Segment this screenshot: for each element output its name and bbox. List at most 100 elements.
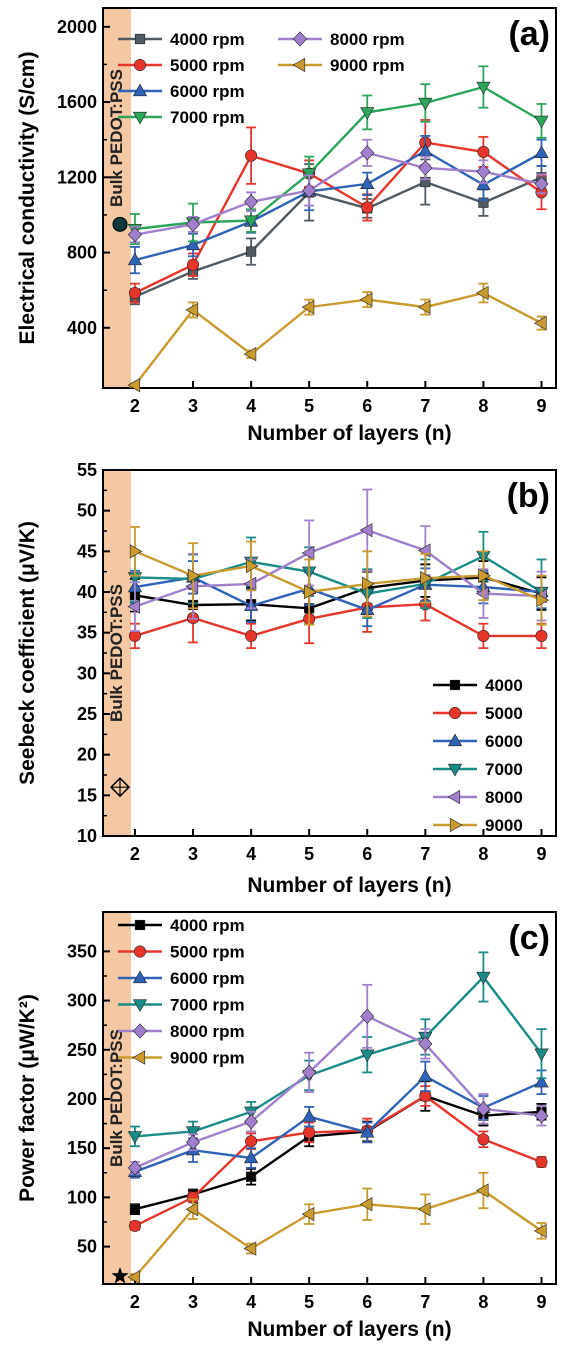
y-tick-label: 300 bbox=[67, 991, 97, 1011]
x-tick-label: 8 bbox=[478, 844, 488, 864]
plot-frame bbox=[102, 7, 557, 389]
x-tick-label: 3 bbox=[188, 396, 198, 416]
data-point bbox=[128, 1219, 141, 1232]
y-tick-label: 1200 bbox=[57, 167, 97, 187]
data-point bbox=[127, 599, 141, 614]
legend-label: 7000 bbox=[485, 760, 523, 779]
x-tick-label: 8 bbox=[478, 396, 488, 416]
data-point bbox=[475, 285, 489, 301]
panel-c: Bulk PEDOT:PSS 2 3 4 5 6 7 8 9 50 100 150 200 250 300 3… bbox=[16, 911, 557, 1341]
data-point bbox=[475, 586, 489, 601]
series-line bbox=[134, 1094, 542, 1227]
series-line bbox=[133, 1189, 543, 1278]
data-point bbox=[360, 145, 375, 161]
data-point bbox=[243, 215, 259, 229]
data-point bbox=[534, 1048, 549, 1062]
data-point bbox=[535, 1155, 548, 1168]
legend-marker bbox=[132, 83, 148, 97]
series-6000-rpm bbox=[127, 1060, 549, 1179]
data-point bbox=[534, 115, 549, 129]
data-point bbox=[420, 571, 433, 586]
series-line bbox=[134, 1094, 542, 1211]
legend-marker bbox=[449, 679, 461, 691]
legend-entry: 6000 rpm bbox=[118, 82, 245, 101]
legend-marker bbox=[134, 58, 147, 71]
x-tick-label: 2 bbox=[130, 396, 140, 416]
legend-label: 4000 rpm bbox=[170, 916, 245, 935]
x-axis-label: Number of layers (n) bbox=[247, 874, 451, 897]
data-point bbox=[418, 1036, 433, 1052]
data-point bbox=[185, 1202, 199, 1217]
y-tick-label: 10 bbox=[77, 826, 97, 846]
data-point bbox=[185, 302, 199, 318]
data-point bbox=[185, 237, 201, 251]
bulk-pedot-band bbox=[103, 8, 131, 388]
legend-marker bbox=[132, 970, 148, 984]
data-point bbox=[127, 252, 143, 266]
series-line bbox=[134, 528, 542, 608]
data-point bbox=[127, 1160, 142, 1176]
x-tick-label: 6 bbox=[362, 1292, 372, 1312]
x-tick-label: 9 bbox=[536, 396, 546, 416]
x-tick-label: 6 bbox=[362, 844, 372, 864]
legend-marker bbox=[449, 817, 463, 833]
x-tick-label: 7 bbox=[420, 1292, 430, 1312]
legend-entry: 7000 rpm bbox=[118, 996, 245, 1015]
panel-letter: (b) bbox=[507, 477, 550, 515]
legend-entry: 8000 bbox=[433, 788, 523, 807]
x-tick-label: 7 bbox=[420, 396, 430, 416]
legend-marker bbox=[292, 31, 308, 47]
legend-marker bbox=[447, 763, 463, 777]
data-point bbox=[243, 576, 257, 591]
data-point bbox=[245, 149, 258, 162]
y-tick-label: 20 bbox=[77, 745, 97, 765]
data-point bbox=[477, 629, 490, 642]
y-tick-label: 1600 bbox=[57, 92, 97, 112]
x-tick-label: 3 bbox=[188, 844, 198, 864]
series-line bbox=[134, 85, 543, 231]
y-tick-label: 40 bbox=[77, 582, 97, 602]
data-point bbox=[417, 543, 431, 558]
data-point bbox=[302, 1064, 317, 1081]
data-point bbox=[129, 544, 143, 559]
data-point bbox=[536, 593, 549, 608]
x-axis-label: Number of layers (n) bbox=[247, 422, 451, 445]
legend-label: 4000 bbox=[485, 676, 523, 695]
data-point bbox=[303, 1126, 316, 1139]
legend-entry: 4000 rpm bbox=[118, 30, 245, 49]
series-line bbox=[134, 149, 543, 262]
legend-marker bbox=[132, 1050, 146, 1065]
x-tick-label: 2 bbox=[130, 1292, 140, 1312]
series-9000-rpm bbox=[127, 1171, 547, 1285]
data-point bbox=[534, 145, 549, 158]
x-axis-label: Number of layers (n) bbox=[247, 1318, 451, 1341]
x-tick-label: 3 bbox=[188, 1292, 198, 1312]
y-tick-label: 15 bbox=[77, 785, 97, 805]
legend-label: 4000 rpm bbox=[170, 30, 245, 49]
data-point bbox=[360, 1124, 375, 1138]
x-tick-label: 8 bbox=[478, 1292, 488, 1312]
series-5000 bbox=[128, 582, 548, 650]
data-point bbox=[128, 286, 141, 299]
series-line bbox=[134, 1014, 542, 1169]
data-point bbox=[245, 558, 259, 574]
legend-label: 9000 bbox=[485, 816, 523, 835]
series-line bbox=[133, 291, 543, 386]
legend-marker bbox=[292, 57, 306, 73]
x-tick-label: 4 bbox=[246, 1292, 256, 1312]
y-axis-label: Seebeck coefficient (μV/K) bbox=[16, 521, 39, 785]
legend-marker bbox=[447, 789, 461, 805]
y-tick-label: 100 bbox=[67, 1187, 97, 1207]
data-point bbox=[187, 258, 200, 271]
data-point bbox=[301, 545, 315, 561]
legend-entry: 5000 rpm bbox=[118, 943, 245, 962]
data-point bbox=[476, 164, 491, 180]
series-5000-rpm bbox=[128, 1085, 548, 1232]
y-axis-label: Power factor (μW/K²) bbox=[16, 994, 39, 1202]
series-8000-rpm bbox=[127, 138, 549, 244]
bulk-pedot-band bbox=[103, 470, 131, 836]
data-point bbox=[360, 107, 375, 120]
data-point bbox=[243, 1150, 259, 1164]
